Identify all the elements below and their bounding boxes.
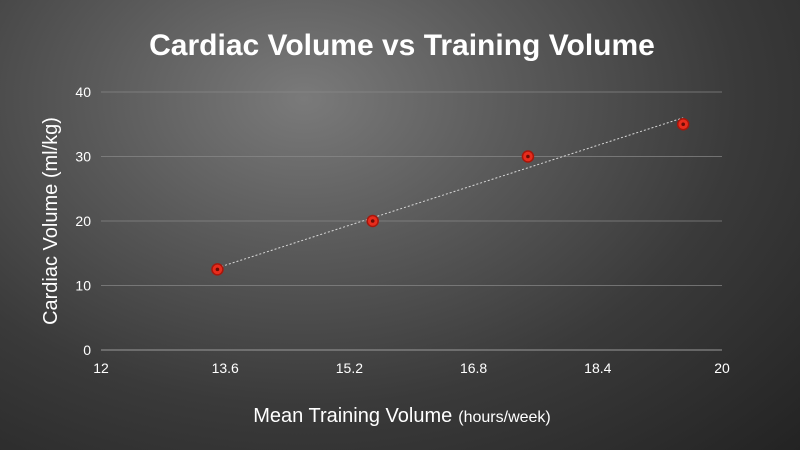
x-tick-label: 12 — [93, 360, 109, 376]
y-tick-label: 30 — [75, 149, 91, 165]
y-tick-label: 40 — [75, 84, 91, 100]
x-tick-label: 18.4 — [584, 360, 611, 376]
trendline — [217, 117, 684, 269]
data-point-center — [370, 219, 375, 223]
chart-title: Cardiac Volume vs Training Volume — [149, 29, 655, 62]
data-point — [676, 118, 690, 131]
data-point-center — [215, 267, 220, 272]
y-tick-label: 20 — [75, 213, 91, 229]
x-tick-label: 13.6 — [212, 360, 239, 376]
x-axis-title: Mean Training Volume (hours/week) — [253, 405, 551, 427]
y-tick-label: 10 — [75, 278, 91, 294]
x-axis-ticks: 12 13.6 15.2 16.8 18.4 20 — [93, 360, 730, 376]
x-tick-label: 16.8 — [460, 360, 487, 376]
y-axis-title: Cardiac Volume (ml/kg) — [40, 117, 62, 325]
data-point — [211, 263, 224, 276]
data-point — [366, 214, 379, 228]
data-point-center — [681, 122, 685, 127]
grid — [101, 91, 722, 351]
data-point-center — [526, 154, 530, 159]
x-axis-title-unit: (hours/week) — [458, 409, 550, 426]
data-points — [211, 118, 690, 276]
x-tick-label: 15.2 — [336, 360, 363, 376]
x-axis-title-main: Mean Training Volume — [253, 405, 452, 427]
y-tick-label: 0 — [83, 342, 91, 358]
data-point — [521, 150, 535, 163]
x-tick-label: 20 — [714, 360, 730, 376]
y-axis-ticks: 0 10 20 30 40 — [75, 84, 91, 358]
